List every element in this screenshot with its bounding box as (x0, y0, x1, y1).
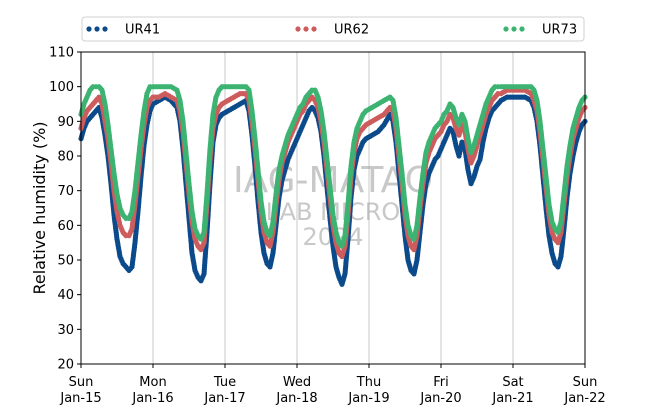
y-tick-label: 40 (57, 288, 74, 303)
x-tick-label-day: Fri (433, 375, 449, 390)
x-tick-label-day: Thu (356, 375, 381, 390)
x-tick-label-date: Jan-17 (203, 391, 245, 406)
y-tick-label: 70 (57, 184, 74, 199)
y-tick-label: 30 (57, 323, 74, 338)
legend-marker-ur62 (295, 26, 301, 32)
legend: UR41 UR62 UR73 (81, 16, 585, 42)
y-tick-label: 50 (57, 254, 74, 269)
y-axis-title: Relative humidity (%) (30, 121, 49, 294)
y-tick-label: 110 (49, 46, 74, 61)
x-tick-label-date: Jan-16 (131, 391, 173, 406)
legend-label-ur41: UR41 (125, 23, 160, 38)
y-tick-label: 20 (57, 358, 74, 373)
x-tick-label-day: Tue (213, 375, 236, 390)
legend-marker-ur62 (303, 26, 309, 32)
x-tick-label-date: Jan-21 (491, 391, 533, 406)
legend-marker-ur73 (519, 26, 525, 32)
x-tick-label-date: Jan-19 (347, 391, 389, 406)
x-tick-label-date: Jan-15 (59, 391, 101, 406)
series-ur41 (78, 94, 588, 287)
series-ur73 (78, 84, 588, 249)
x-tick-label-day: Sun (573, 375, 598, 390)
y-axis-ticks: 20 30 40 50 60 70 80 90 100 110 (49, 46, 81, 373)
legend-box (81, 16, 585, 42)
x-tick-label-date: Jan-22 (563, 391, 605, 406)
legend-label-ur62: UR62 (334, 23, 369, 38)
data-points (78, 84, 588, 287)
x-axis-ticks: SunJan-15MonJan-16TueJan-17WedJan-18ThuJ… (59, 364, 606, 406)
y-tick-label: 90 (57, 115, 74, 130)
y-tick-label: 60 (57, 219, 74, 234)
x-tick-label-date: Jan-20 (419, 391, 461, 406)
legend-marker-ur73 (511, 26, 517, 32)
plot-frame (80, 51, 586, 365)
x-tick-label-day: Sun (69, 375, 94, 390)
legend-marker-ur41 (94, 26, 100, 32)
legend-marker-ur41 (86, 26, 92, 32)
y-tick-label: 100 (49, 80, 74, 95)
legend-label-ur73: UR73 (542, 23, 577, 38)
x-tick-label-day: Mon (139, 375, 166, 390)
x-tick-label-day: Wed (283, 375, 311, 390)
legend-marker-ur73 (503, 26, 509, 32)
legend-marker-ur62 (311, 26, 317, 32)
y-tick-label: 80 (57, 150, 74, 165)
x-tick-label-day: Sat (502, 375, 523, 390)
x-tick-label-date: Jan-18 (275, 391, 317, 406)
legend-marker-ur41 (102, 26, 108, 32)
